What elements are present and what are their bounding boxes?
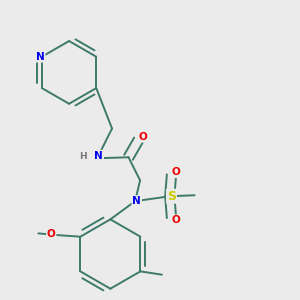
- Text: N: N: [132, 196, 141, 206]
- Text: N: N: [94, 151, 103, 160]
- Text: O: O: [47, 229, 56, 239]
- Text: N: N: [36, 52, 45, 62]
- Text: H: H: [80, 152, 87, 161]
- Text: S: S: [167, 190, 176, 203]
- Text: O: O: [171, 215, 180, 225]
- Text: O: O: [138, 132, 147, 142]
- Text: O: O: [171, 167, 180, 177]
